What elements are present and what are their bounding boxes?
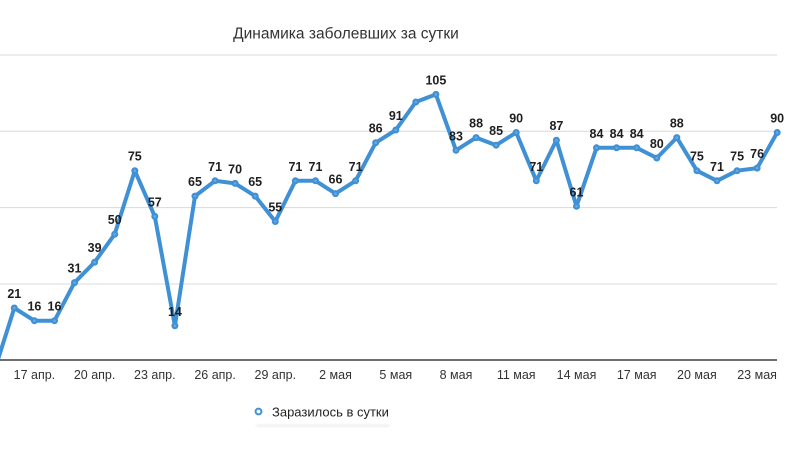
svg-text:83: 83 <box>449 129 463 143</box>
svg-text:84: 84 <box>630 127 644 141</box>
svg-text:2 мая: 2 мая <box>319 368 352 382</box>
svg-text:66: 66 <box>329 173 343 187</box>
svg-text:75: 75 <box>690 150 704 164</box>
svg-text:17 мая: 17 мая <box>617 368 657 382</box>
svg-text:85: 85 <box>489 124 503 138</box>
svg-text:16: 16 <box>27 300 41 314</box>
svg-text:88: 88 <box>670 117 684 131</box>
svg-text:70: 70 <box>228 162 242 176</box>
svg-text:71: 71 <box>349 160 363 174</box>
svg-text:26 апр.: 26 апр. <box>194 368 236 382</box>
svg-text:91: 91 <box>389 109 403 123</box>
svg-text:71: 71 <box>309 160 323 174</box>
svg-text:16: 16 <box>48 300 62 314</box>
svg-text:84: 84 <box>590 127 604 141</box>
svg-text:71: 71 <box>208 160 222 174</box>
svg-text:75: 75 <box>730 150 744 164</box>
svg-text:17 апр.: 17 апр. <box>14 368 56 382</box>
svg-text:29 апр.: 29 апр. <box>255 368 297 382</box>
svg-text:84: 84 <box>610 127 624 141</box>
svg-text:20 мая: 20 мая <box>677 368 717 382</box>
svg-text:Заразилось в сутки: Заразилось в сутки <box>272 405 389 420</box>
svg-text:20 апр.: 20 апр. <box>74 368 116 382</box>
svg-text:61: 61 <box>570 185 584 199</box>
svg-text:31: 31 <box>68 262 82 276</box>
svg-text:75: 75 <box>128 150 142 164</box>
svg-text:23 мая: 23 мая <box>737 368 777 382</box>
svg-text:71: 71 <box>288 160 302 174</box>
svg-text:71: 71 <box>529 160 543 174</box>
svg-text:65: 65 <box>188 175 202 189</box>
svg-text:87: 87 <box>549 119 563 133</box>
svg-text:105: 105 <box>425 73 446 87</box>
svg-text:57: 57 <box>148 195 162 209</box>
svg-text:90: 90 <box>770 112 784 126</box>
svg-text:88: 88 <box>469 117 483 131</box>
svg-text:5 мая: 5 мая <box>379 368 412 382</box>
svg-text:21: 21 <box>7 287 21 301</box>
svg-text:14: 14 <box>168 305 182 319</box>
svg-text:76: 76 <box>750 147 764 161</box>
svg-text:50: 50 <box>108 213 122 227</box>
svg-text:65: 65 <box>248 175 262 189</box>
svg-text:71: 71 <box>710 160 724 174</box>
svg-text:11 мая: 11 мая <box>497 368 536 382</box>
svg-text:55: 55 <box>268 201 282 215</box>
svg-text:80: 80 <box>650 137 664 151</box>
svg-text:90: 90 <box>509 112 523 126</box>
svg-text:8 мая: 8 мая <box>440 368 473 382</box>
svg-text:Динамика заболевших за сутки: Динамика заболевших за сутки <box>233 26 459 43</box>
svg-text:86: 86 <box>369 122 383 136</box>
svg-text:39: 39 <box>88 241 102 255</box>
svg-text:23 апр.: 23 апр. <box>134 368 176 382</box>
svg-text:14 мая: 14 мая <box>557 368 597 382</box>
